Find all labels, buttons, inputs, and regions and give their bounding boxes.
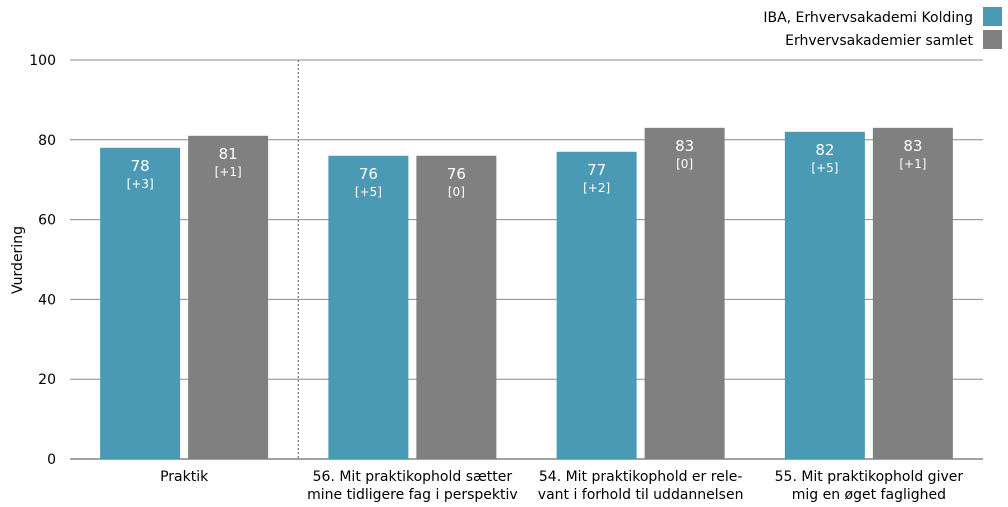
y-tick-label: 80	[38, 133, 56, 149]
bar-change-label: [0]	[676, 157, 693, 171]
bars: 78 [+3] 81 [+1] 76 [+5] 76 [0] 77 [+2] 83 [0] 82 [+5]…	[100, 127, 953, 459]
category-label: 54. Mit praktikophold er rele-	[539, 469, 743, 485]
bar-value-label: 81	[219, 145, 238, 163]
bar-value-label: 83	[675, 137, 694, 155]
y-tick-label: 60	[38, 213, 56, 229]
legend: IBA, Erhvervsakademi Kolding Erhvervsakad…	[763, 7, 1002, 49]
bar	[188, 135, 269, 459]
bar	[100, 147, 181, 459]
bar-value-label: 77	[587, 161, 606, 179]
bar-change-label: [+3]	[127, 177, 154, 191]
category-label: Praktik	[160, 469, 209, 485]
y-axis-label: Vurdering	[10, 226, 26, 294]
legend-label: Erhvervsakademier samlet	[785, 33, 973, 49]
category-label: 56. Mit praktikophold sætter	[313, 469, 513, 485]
legend-swatch	[983, 30, 1002, 49]
bar-change-label: [+1]	[899, 157, 926, 171]
bar-change-label: [+2]	[583, 181, 610, 195]
bar-value-label: 82	[815, 141, 834, 159]
y-axis-ticks: 0 20 40 60 80 100	[29, 53, 56, 468]
y-tick-label: 100	[29, 53, 56, 69]
bar-change-label: [+1]	[215, 165, 242, 179]
y-tick-label: 0	[47, 452, 56, 468]
bar-change-label: [+5]	[811, 161, 838, 175]
bar	[872, 127, 953, 459]
bar	[416, 155, 497, 459]
bar-value-label: 76	[447, 165, 466, 183]
bar	[784, 131, 865, 459]
bar	[556, 151, 637, 459]
bar-value-label: 83	[903, 137, 922, 155]
legend-swatch	[983, 7, 1002, 26]
category-label: vant i forhold til uddannelsen	[538, 487, 744, 503]
y-tick-label: 20	[38, 372, 56, 388]
category-labels: Praktik 56. Mit praktikophold sætter mine …	[160, 469, 963, 503]
bar	[644, 127, 725, 459]
bar-value-label: 76	[359, 165, 378, 183]
category-label: mig en øget faglighed	[792, 487, 946, 503]
bar	[328, 155, 409, 459]
y-tick-label: 40	[38, 292, 56, 308]
category-label: 55. Mit praktikophold giver	[775, 469, 964, 485]
bar-change-label: [+5]	[355, 185, 382, 199]
bar-value-label: 78	[131, 157, 150, 175]
legend-label: IBA, Erhvervsakademi Kolding	[763, 10, 973, 26]
category-label: mine tidligere fag i perspektiv	[307, 487, 518, 503]
bar-change-label: [0]	[448, 185, 465, 199]
